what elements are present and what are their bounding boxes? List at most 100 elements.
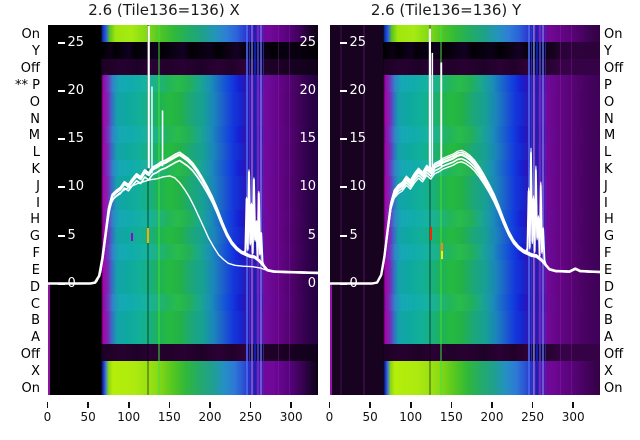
row-label-right: I — [604, 195, 608, 211]
rfi-cluster-line — [524, 147, 547, 266]
panel-y-heatmap — [329, 25, 600, 395]
rfi-stripe — [559, 25, 561, 395]
x-tick-mark — [249, 402, 252, 408]
row-label-left: X — [31, 363, 40, 379]
row-label-right: B — [604, 313, 613, 329]
y-tick-mark — [339, 186, 347, 189]
y-tick-label: 15 — [349, 131, 367, 147]
y-tick-label-right: 25 — [299, 35, 316, 51]
row-label-left: E — [31, 262, 40, 278]
x-tick-label: 200 — [198, 410, 222, 424]
anomaly-mark — [440, 250, 443, 260]
panel-x-title: 2.6 (Tile136=136) X — [88, 1, 240, 19]
bandpass-line — [329, 161, 600, 285]
rfi-stripe — [541, 25, 544, 395]
y-tick-mark — [339, 282, 347, 285]
row-label-right: C — [604, 296, 614, 312]
row-label-right: D — [604, 279, 615, 295]
rfi-stripe — [259, 25, 262, 395]
rfi-stripe — [262, 25, 264, 395]
row-label-right: L — [604, 145, 612, 161]
x-tick-label: 100 — [399, 410, 423, 424]
row-label-right: X — [604, 363, 613, 379]
y-tick-mark — [339, 42, 347, 45]
x-tick-label: 0 — [43, 410, 52, 424]
anomaly-mark — [146, 227, 149, 244]
x-tick-mark — [209, 402, 211, 408]
x-tick-label: 150 — [439, 410, 463, 424]
bandpass-line — [329, 151, 600, 285]
y-tick-label: 20 — [67, 83, 85, 99]
row-label-column-left: On Y Off ** P O N M L K J I H G F E D C B A Off X On — [0, 0, 42, 440]
x-tick-label: 50 — [80, 410, 96, 424]
row-label-left: On — [21, 380, 40, 396]
y-tick-mark — [57, 234, 65, 237]
x-tick-mark — [168, 402, 171, 408]
x-tick-label: 0 — [325, 410, 334, 424]
panel-y-title: 2.6 (Tile136=136) Y — [370, 1, 522, 19]
x-tick-mark — [491, 402, 493, 408]
row-label-right: Y — [604, 44, 612, 60]
y-tick-label-right: 5 — [307, 227, 316, 243]
panel-y: 25 20 15 10 5 0 0 50 100 150 200 250 300 — [326, 25, 600, 424]
y-tick-mark — [57, 282, 65, 285]
x-tick-label: 50 — [362, 410, 378, 424]
anomaly-mark — [130, 232, 134, 242]
row-label-right: E — [604, 262, 613, 278]
y-tick-label: 25 — [67, 35, 85, 51]
bandpass-line — [329, 153, 600, 285]
row-label-left: Off — [20, 347, 40, 362]
row-label-right: O — [604, 94, 615, 110]
row-label-left: J — [36, 178, 40, 194]
y-tick-label: 15 — [67, 131, 85, 147]
rfi-stripe — [47, 283, 50, 395]
lead-zone-overlay — [329, 25, 384, 395]
rfi-stripe — [544, 25, 546, 395]
x-tick-mark — [572, 402, 574, 408]
y-tick-label: 10 — [67, 179, 85, 195]
rfi-stripe — [289, 25, 291, 395]
rfi-stripe — [329, 283, 332, 395]
row-label-left: I — [36, 195, 40, 211]
x-tick-mark — [46, 402, 49, 408]
panel-x: 25 25 20 20 15 15 10 10 5 5 0 0 0 50 100 150 200 250 300 — [44, 25, 318, 424]
y-tick-label: 0 — [349, 275, 358, 291]
row-label-left: A — [31, 330, 40, 346]
rfi-cluster-line — [242, 169, 265, 267]
x-tick-mark — [450, 402, 453, 408]
row-label-left: H — [30, 212, 40, 228]
rfi-stripe — [571, 25, 573, 395]
y-tick-mark — [339, 234, 347, 237]
row-label-left: L — [32, 145, 40, 161]
row-label-right: G — [604, 229, 615, 245]
anomaly-mark — [441, 243, 444, 251]
rfi-stripe — [158, 25, 161, 395]
rfi-stripe — [362, 25, 365, 395]
row-label-column-right: On Y Off P O N M L K J I H G F E D C B A Off X On — [604, 0, 640, 440]
y-tick-label: 20 — [349, 83, 367, 99]
y-tick-label-right: 0 — [307, 275, 316, 291]
x-tick-mark — [369, 402, 371, 408]
bandpass-line — [47, 159, 318, 285]
y-tick-mark — [57, 186, 65, 189]
row-label-right: F — [604, 246, 612, 261]
x-tick-label: 200 — [480, 410, 504, 424]
x-tick-label: 150 — [157, 410, 181, 424]
bandpass-line — [329, 149, 600, 285]
x-tick-label: 250 — [521, 410, 545, 424]
row-label-right: Off — [604, 61, 624, 76]
y-tick-mark — [57, 42, 65, 45]
bandpass-curves — [47, 26, 318, 285]
y-tick-label: 5 — [349, 227, 358, 243]
y-tick-label: 5 — [67, 227, 76, 243]
y-tick-label-right: 20 — [299, 83, 316, 99]
bandpass-line-low — [47, 175, 318, 285]
x-tick-mark — [87, 402, 89, 408]
x-tick-mark — [128, 402, 130, 408]
row-label-right: A — [604, 330, 613, 346]
x-tick-mark — [531, 402, 534, 408]
x-tick-label: 250 — [239, 410, 263, 424]
row-label-left: Y — [32, 44, 40, 60]
row-label-left: Off — [20, 61, 40, 76]
